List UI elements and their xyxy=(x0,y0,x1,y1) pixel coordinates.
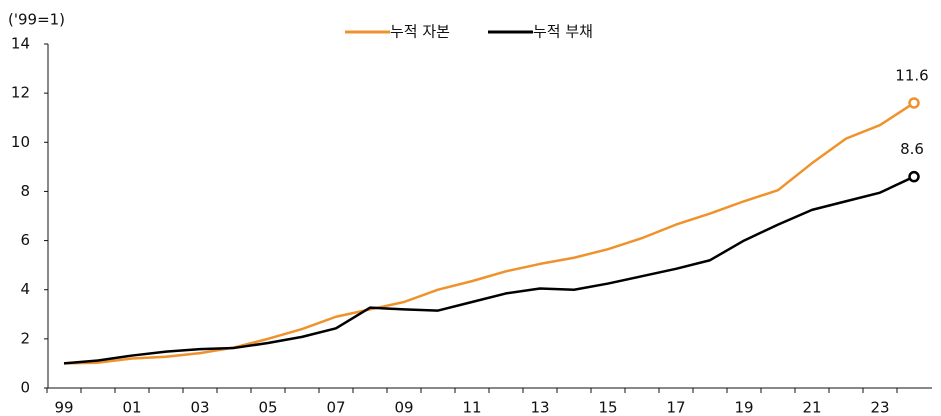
line xyxy=(63,101,915,365)
value-label: 8.6 xyxy=(900,140,924,158)
x-tick-label: 19 xyxy=(734,399,753,416)
x-tick-label: 13 xyxy=(530,399,549,416)
x-tick-label: 17 xyxy=(666,399,685,416)
legend-label: 누적 부채 xyxy=(533,23,593,41)
x-tick-label: 09 xyxy=(394,399,413,416)
x-tick-label: 23 xyxy=(870,399,889,416)
value-label: 11.6 xyxy=(895,66,928,84)
end-marker xyxy=(908,97,920,109)
x-tick-label: 05 xyxy=(258,399,277,416)
x-tick-label: 15 xyxy=(598,399,617,416)
y-tick-label: 10 xyxy=(11,133,30,151)
y-tick-label: 2 xyxy=(20,329,30,347)
x-tick-label: 07 xyxy=(326,399,345,416)
x-tick-label: 03 xyxy=(190,399,209,416)
y-tick-label: 8 xyxy=(20,182,30,200)
y-tick-label: 0 xyxy=(20,379,30,397)
y-tick-label: 14 xyxy=(11,35,30,53)
end-marker xyxy=(908,170,920,183)
y-tick-label: 12 xyxy=(11,84,30,102)
line xyxy=(63,175,915,365)
x-tick-label: 11 xyxy=(462,399,481,416)
legend-label: 누적 자본 xyxy=(390,23,450,41)
x-tick-label: 21 xyxy=(802,399,821,416)
y-tick-label: 6 xyxy=(20,231,30,249)
y-axis-label: ('99=1) xyxy=(8,11,65,29)
x-tick-label: 01 xyxy=(122,399,141,416)
y-tick-label: 4 xyxy=(20,280,30,298)
x-tick-label: 99 xyxy=(54,399,73,416)
